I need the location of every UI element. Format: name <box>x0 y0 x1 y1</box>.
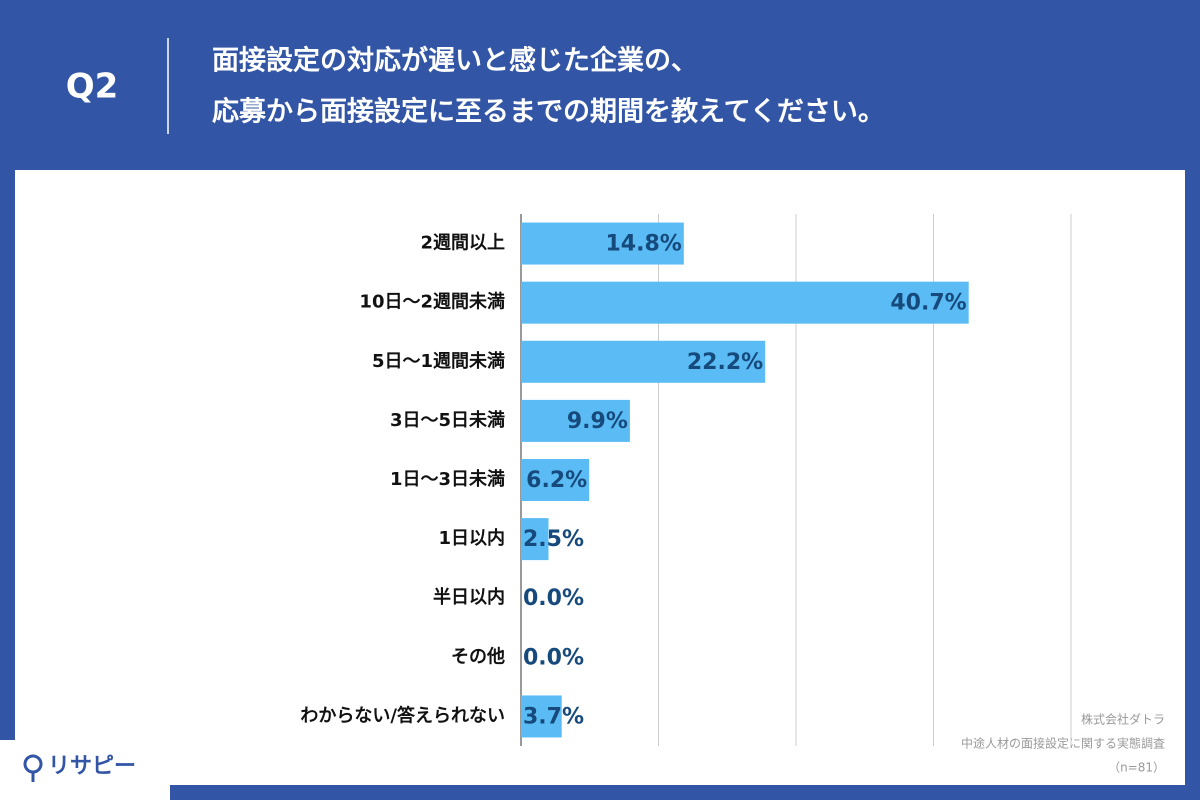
bar <box>521 340 766 383</box>
logo-badge <box>0 740 170 800</box>
question-label: Q2 <box>66 67 119 107</box>
bar <box>521 459 590 501</box>
bar <box>521 222 684 265</box>
data-label: 3.7% <box>523 704 584 729</box>
y-tick-label: 5日〜1週間未満 <box>372 350 505 372</box>
bar <box>521 518 549 561</box>
source: （n=81） <box>1108 761 1165 775</box>
bar <box>521 695 562 738</box>
source: 中途人材の面接設定に関する実態調査 <box>961 736 1165 751</box>
chart-title: 面接設定の対応が遅いと感じた企業の、 <box>212 45 698 77</box>
bar <box>521 281 969 324</box>
y-tick-label: 1日〜3日未満 <box>390 468 505 490</box>
data-label: 14.8% <box>605 232 681 257</box>
chart-title: 応募から面接設定に至るまでの期間を教えてください。 <box>212 96 885 128</box>
data-label: 0.0% <box>523 586 584 611</box>
y-tick-label: 1日以内 <box>438 527 505 549</box>
data-label: 2.5% <box>523 527 584 552</box>
bar <box>521 399 630 442</box>
y-tick-label: その他 <box>451 645 505 667</box>
source: 株式会社ダトラ <box>1081 712 1165 727</box>
logo-text: リサピー <box>48 754 136 779</box>
y-tick-label: わからない/答えられない <box>300 704 505 726</box>
data-label: 6.2% <box>526 468 587 493</box>
data-label: 9.9% <box>567 409 628 434</box>
y-tick-label: 10日〜2週間未満 <box>359 291 505 313</box>
y-tick-label: 半日以内 <box>433 586 505 608</box>
data-label: 22.2% <box>687 350 763 375</box>
y-tick-label: 2週間以上 <box>420 233 505 254</box>
data-label: 0.0% <box>523 645 584 670</box>
y-tick-label: 3日〜5日未満 <box>390 409 505 431</box>
panel <box>15 170 1185 785</box>
data-label: 40.7% <box>890 291 966 316</box>
